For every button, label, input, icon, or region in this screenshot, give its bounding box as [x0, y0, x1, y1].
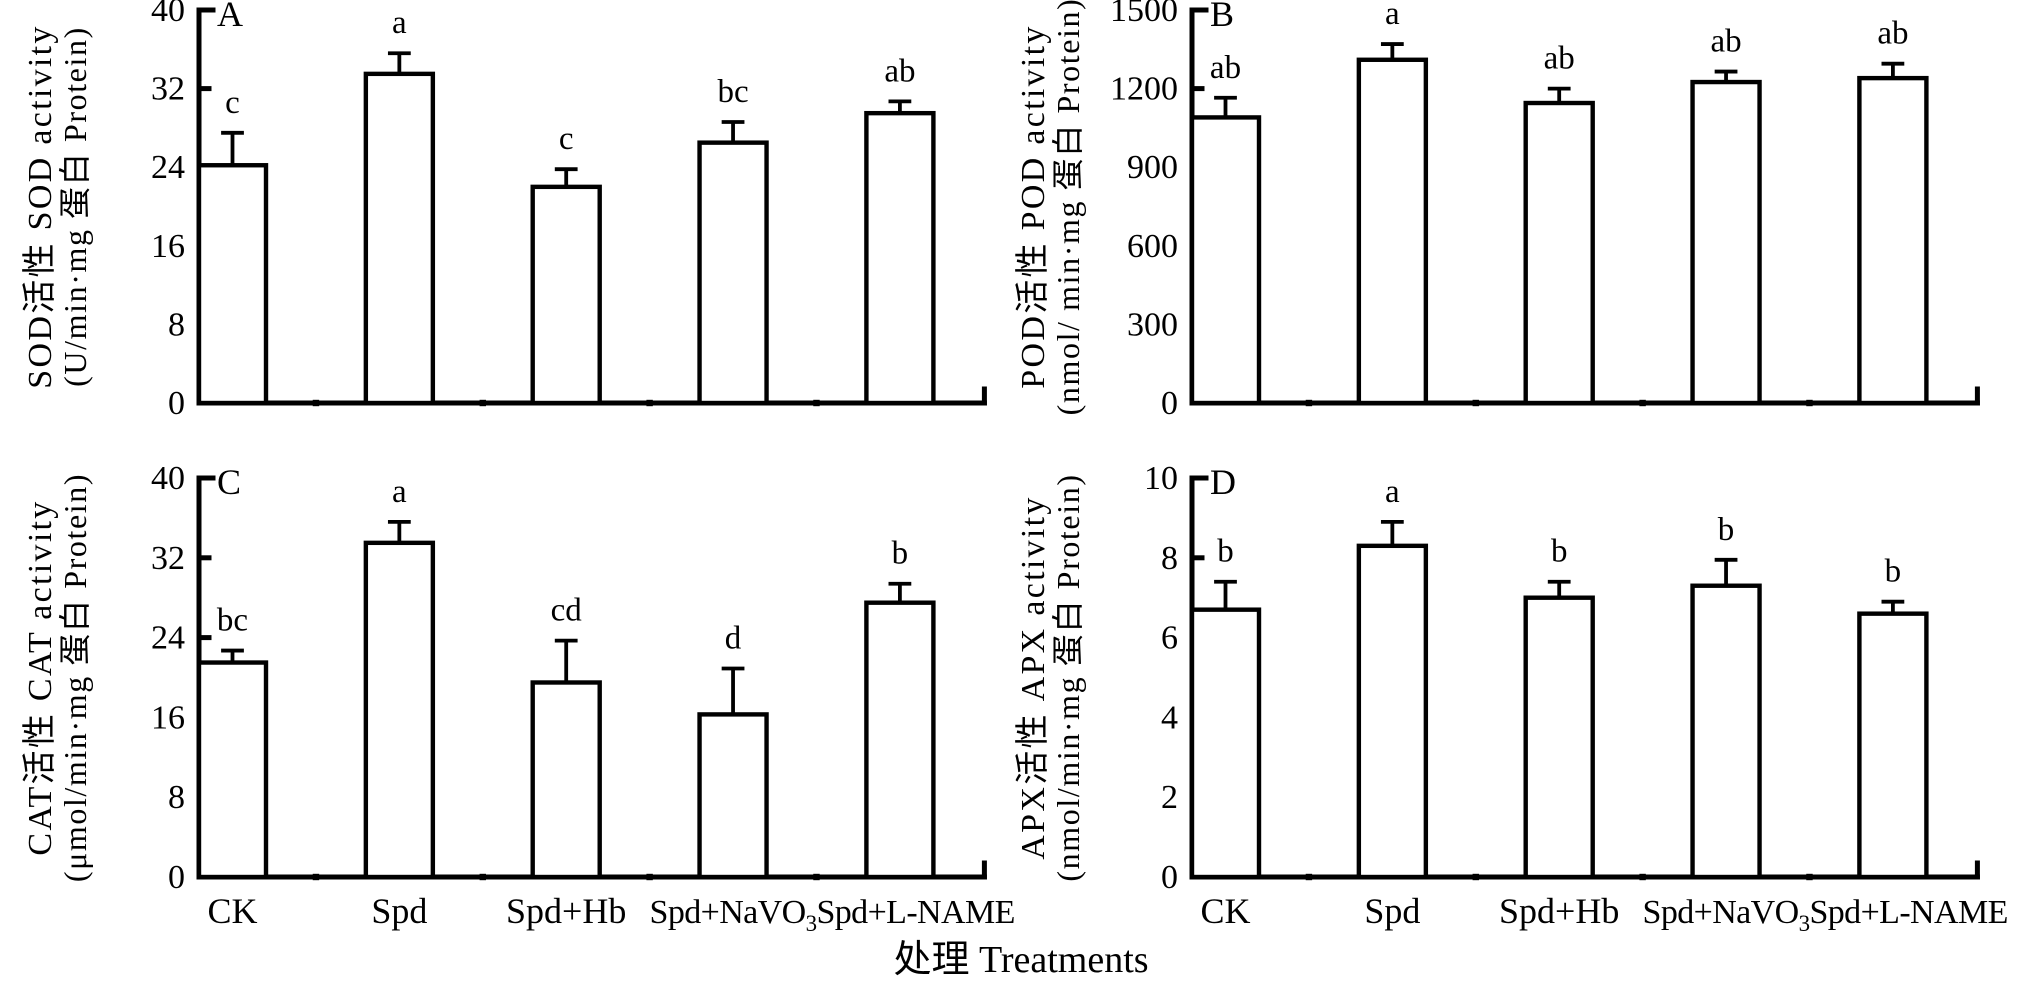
svg-text:8: 8 [168, 779, 185, 816]
svg-text:0: 0 [1161, 859, 1178, 896]
svg-text:C: C [217, 462, 241, 502]
svg-text:Spd: Spd [1364, 891, 1420, 931]
svg-text:40: 40 [151, 460, 185, 497]
svg-text:32: 32 [151, 71, 185, 108]
svg-text:4: 4 [1161, 699, 1178, 736]
svg-text:CAT活性 CAT activity: CAT活性 CAT activity [21, 499, 59, 855]
svg-text:b: b [1885, 554, 1902, 590]
svg-text:(nmol/ min·mg 蛋白 Protein): (nmol/ min·mg 蛋白 Protein) [1050, 0, 1086, 415]
svg-text:a: a [392, 5, 407, 41]
svg-text:8: 8 [1161, 540, 1178, 577]
svg-text:(U/min·mg 蛋白 Protein): (U/min·mg 蛋白 Protein) [57, 26, 93, 387]
svg-text:16: 16 [151, 699, 185, 736]
svg-text:Spd: Spd [371, 891, 427, 931]
svg-text:SOD活性 SOD activity: SOD活性 SOD activity [21, 24, 59, 388]
svg-text:ab: ab [884, 53, 915, 89]
svg-text:0: 0 [168, 859, 185, 896]
svg-text:d: d [725, 621, 742, 657]
svg-text:900: 900 [1127, 149, 1178, 186]
svg-text:Spd+NaVO3: Spd+NaVO3 [1643, 894, 1810, 936]
svg-text:16: 16 [151, 228, 185, 265]
svg-text:a: a [1385, 0, 1400, 32]
svg-text:24: 24 [151, 149, 185, 186]
svg-text:(nmol/min·mg 蛋白 Protein): (nmol/min·mg 蛋白 Protein) [1050, 473, 1086, 881]
svg-text:Spd+Hb: Spd+Hb [1499, 891, 1619, 931]
svg-text:处理 Treatments: 处理 Treatments [893, 939, 1148, 981]
svg-text:D: D [1210, 462, 1236, 502]
svg-text:b: b [892, 536, 909, 572]
svg-text:(μmol/min·mg 蛋白 Protein): (μmol/min·mg 蛋白 Protein) [57, 473, 93, 882]
svg-text:B: B [1210, 0, 1234, 34]
svg-text:CK: CK [207, 891, 257, 931]
svg-text:bc: bc [717, 74, 748, 110]
svg-text:ab: ab [1877, 16, 1908, 52]
svg-text:Spd+NaVO3: Spd+NaVO3 [650, 894, 817, 936]
svg-text:8: 8 [168, 306, 185, 343]
svg-text:1200: 1200 [1110, 71, 1178, 108]
svg-text:bc: bc [217, 603, 248, 639]
svg-text:Spd+L-NAME: Spd+L-NAME [816, 894, 1014, 931]
svg-text:32: 32 [151, 540, 185, 577]
svg-text:Spd+L-NAME: Spd+L-NAME [1809, 894, 2007, 931]
svg-text:10: 10 [1144, 460, 1178, 497]
svg-text:24: 24 [151, 620, 185, 657]
svg-text:ab: ab [1544, 41, 1575, 77]
svg-text:2: 2 [1161, 779, 1178, 816]
svg-text:b: b [1551, 534, 1568, 570]
svg-text:6: 6 [1161, 620, 1178, 657]
svg-text:b: b [1718, 512, 1735, 548]
svg-text:a: a [1385, 474, 1400, 510]
svg-text:a: a [392, 474, 407, 510]
svg-text:c: c [225, 85, 240, 121]
svg-text:A: A [217, 0, 243, 34]
svg-text:POD活性 POD activity: POD活性 POD activity [1014, 24, 1052, 388]
svg-text:1500: 1500 [1110, 0, 1178, 29]
svg-text:ab: ab [1210, 50, 1241, 86]
svg-text:cd: cd [551, 593, 583, 629]
svg-text:b: b [1217, 534, 1234, 570]
svg-text:c: c [559, 121, 574, 157]
svg-text:40: 40 [151, 0, 185, 29]
svg-text:CK: CK [1200, 891, 1250, 931]
svg-text:APX活性 APX activity: APX活性 APX activity [1014, 495, 1052, 859]
svg-text:ab: ab [1710, 24, 1741, 60]
svg-text:Spd+Hb: Spd+Hb [506, 891, 626, 931]
svg-text:0: 0 [1161, 385, 1178, 422]
svg-text:300: 300 [1127, 306, 1178, 343]
svg-text:600: 600 [1127, 228, 1178, 265]
svg-text:0: 0 [168, 385, 185, 422]
